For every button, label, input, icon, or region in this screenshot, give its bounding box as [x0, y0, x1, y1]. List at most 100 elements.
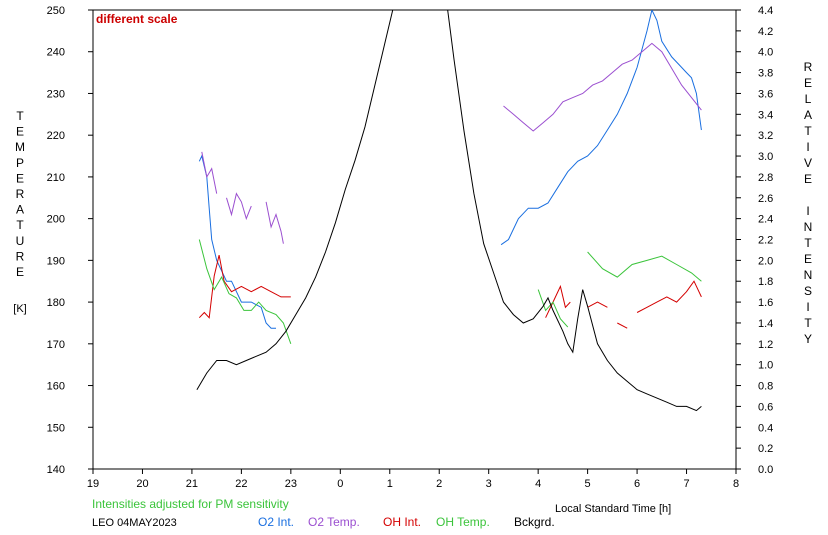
axis-label-letter: U	[16, 234, 25, 248]
axis-label-letter: I	[806, 300, 809, 314]
y-right-tick-label: 3.2	[758, 130, 773, 142]
y-right-tick-label: 3.0	[758, 151, 773, 163]
y-right-tick-label: 1.6	[758, 297, 773, 309]
y-left-tick-label: 190	[47, 255, 65, 267]
x-tick-label: 20	[136, 478, 148, 490]
x-axis-label: Local Standard Time [h]	[555, 503, 671, 515]
x-tick-label: 22	[235, 478, 247, 490]
axis-label-letter: M	[15, 140, 25, 154]
legend-o2-temp: O2 Temp.	[308, 515, 360, 529]
y-right-tick-label: 0.6	[758, 401, 773, 413]
y-right-tick-label: 0.4	[758, 422, 773, 434]
x-tick-label: 8	[733, 478, 739, 490]
axis-label-letter: R	[804, 60, 813, 74]
axis-label-letter: E	[804, 172, 812, 186]
y-right-tick-label: 0.8	[758, 381, 773, 393]
x-tick-label: 23	[285, 478, 297, 490]
plot-area	[92, 9, 737, 470]
legend-oh-int: OH Int.	[383, 515, 421, 529]
legend-bckgrd: Bckgrd.	[514, 515, 555, 529]
series-line-o2-temp	[265, 201, 284, 244]
y-right-tick-label: 1.8	[758, 276, 773, 288]
axis-label-letter: E	[16, 265, 24, 279]
axis-label-letter: I	[806, 204, 809, 218]
y-left-tick-label: 170	[47, 339, 65, 351]
y-right-tick-label: 4.0	[758, 47, 773, 59]
different-scale-annotation: different scale	[96, 12, 178, 26]
x-tick-label: 1	[387, 478, 393, 490]
y-right-tick-label: 2.6	[758, 193, 773, 205]
x-tick-label: 7	[683, 478, 689, 490]
left-axis-unit: [K]	[13, 303, 26, 315]
y-right-tick-label: 2.8	[758, 172, 773, 184]
axis-label-letter: A	[804, 108, 812, 122]
axis-label-letter: N	[804, 220, 813, 234]
series-line-oh-int	[617, 322, 628, 329]
series-layer	[196, 10, 702, 412]
tick-layer: 19 20 21 22 23 0 1 2 3 4 5 6 7 8140150160170180190200…	[47, 5, 774, 490]
y-right-tick-label: 3.4	[758, 109, 773, 121]
y-left-tick-label: 150	[47, 422, 65, 434]
y-right-tick-label: 2.4	[758, 214, 773, 226]
series-line-oh-int	[587, 301, 608, 308]
series-line-o2-temp	[201, 151, 218, 194]
y-right-tick-label: 4.2	[758, 26, 773, 38]
x-tick-label: 21	[186, 478, 198, 490]
legend-o2-int: O2 Int.	[258, 515, 294, 529]
axis-label-letter: R	[16, 187, 25, 201]
y-right-tick-label: 2.0	[758, 255, 773, 267]
y-left-tick-label: 250	[47, 5, 65, 17]
series-line-oh-int	[545, 284, 571, 318]
axis-label-letter: V	[804, 156, 812, 170]
series-line-oh-temp	[537, 289, 569, 328]
axis-label-letter: T	[16, 218, 24, 232]
axis-label-letter: I	[806, 140, 809, 154]
x-tick-label: 3	[486, 478, 492, 490]
y-right-tick-label: 1.0	[758, 360, 773, 372]
y-right-tick-label: 2.2	[758, 235, 773, 247]
axis-label-letter: T	[804, 124, 812, 138]
axis-label-letter: Y	[804, 332, 812, 346]
y-left-tick-label: 160	[47, 381, 65, 393]
axis-label-letter: S	[804, 284, 812, 298]
x-tick-label: 19	[87, 478, 99, 490]
y-right-tick-label: 3.8	[758, 68, 773, 80]
x-tick-label: 6	[634, 478, 640, 490]
axis-label-letter: E	[16, 171, 24, 185]
series-line-oh-int	[636, 280, 702, 313]
series-line-o2-temp	[226, 192, 252, 221]
axis-label-letter: E	[804, 76, 812, 90]
y-right-tick-label: 4.4	[758, 5, 773, 17]
y-right-tick-label: 1.4	[758, 318, 773, 330]
x-tick-label: 4	[535, 478, 541, 490]
y-left-tick-label: 200	[47, 214, 65, 226]
series-line-o2-int	[198, 154, 276, 329]
axis-label-letter: L	[805, 92, 812, 106]
axis-label-letter: T	[804, 316, 812, 330]
y-left-tick-label: 220	[47, 130, 65, 142]
x-tick-label: 0	[337, 478, 343, 490]
y-right-tick-label: 3.6	[758, 88, 773, 100]
series-line-bckgrd	[447, 10, 702, 412]
legend-oh-temp: OH Temp.	[436, 515, 490, 529]
series-line-oh-temp	[587, 251, 702, 282]
station-date: LEO 04MAY2023	[92, 517, 177, 529]
x-tick-label: 5	[585, 478, 591, 490]
y-left-tick-label: 230	[47, 88, 65, 100]
axis-label-letter: P	[16, 156, 24, 170]
axis-label-letter: R	[16, 249, 25, 263]
y-right-tick-label: 0.2	[758, 443, 773, 455]
axis-label-letter: T	[16, 109, 24, 123]
axis-label-letter: E	[804, 252, 812, 266]
y-left-tick-label: 240	[47, 47, 65, 59]
series-line-oh-int	[198, 254, 291, 319]
axis-label-letter: N	[804, 268, 813, 282]
x-tick-label: 2	[436, 478, 442, 490]
y-left-tick-label: 140	[47, 464, 65, 476]
axis-label-letter: E	[16, 125, 24, 139]
y-right-tick-label: 1.2	[758, 339, 773, 351]
series-line-o2-temp	[503, 42, 702, 132]
